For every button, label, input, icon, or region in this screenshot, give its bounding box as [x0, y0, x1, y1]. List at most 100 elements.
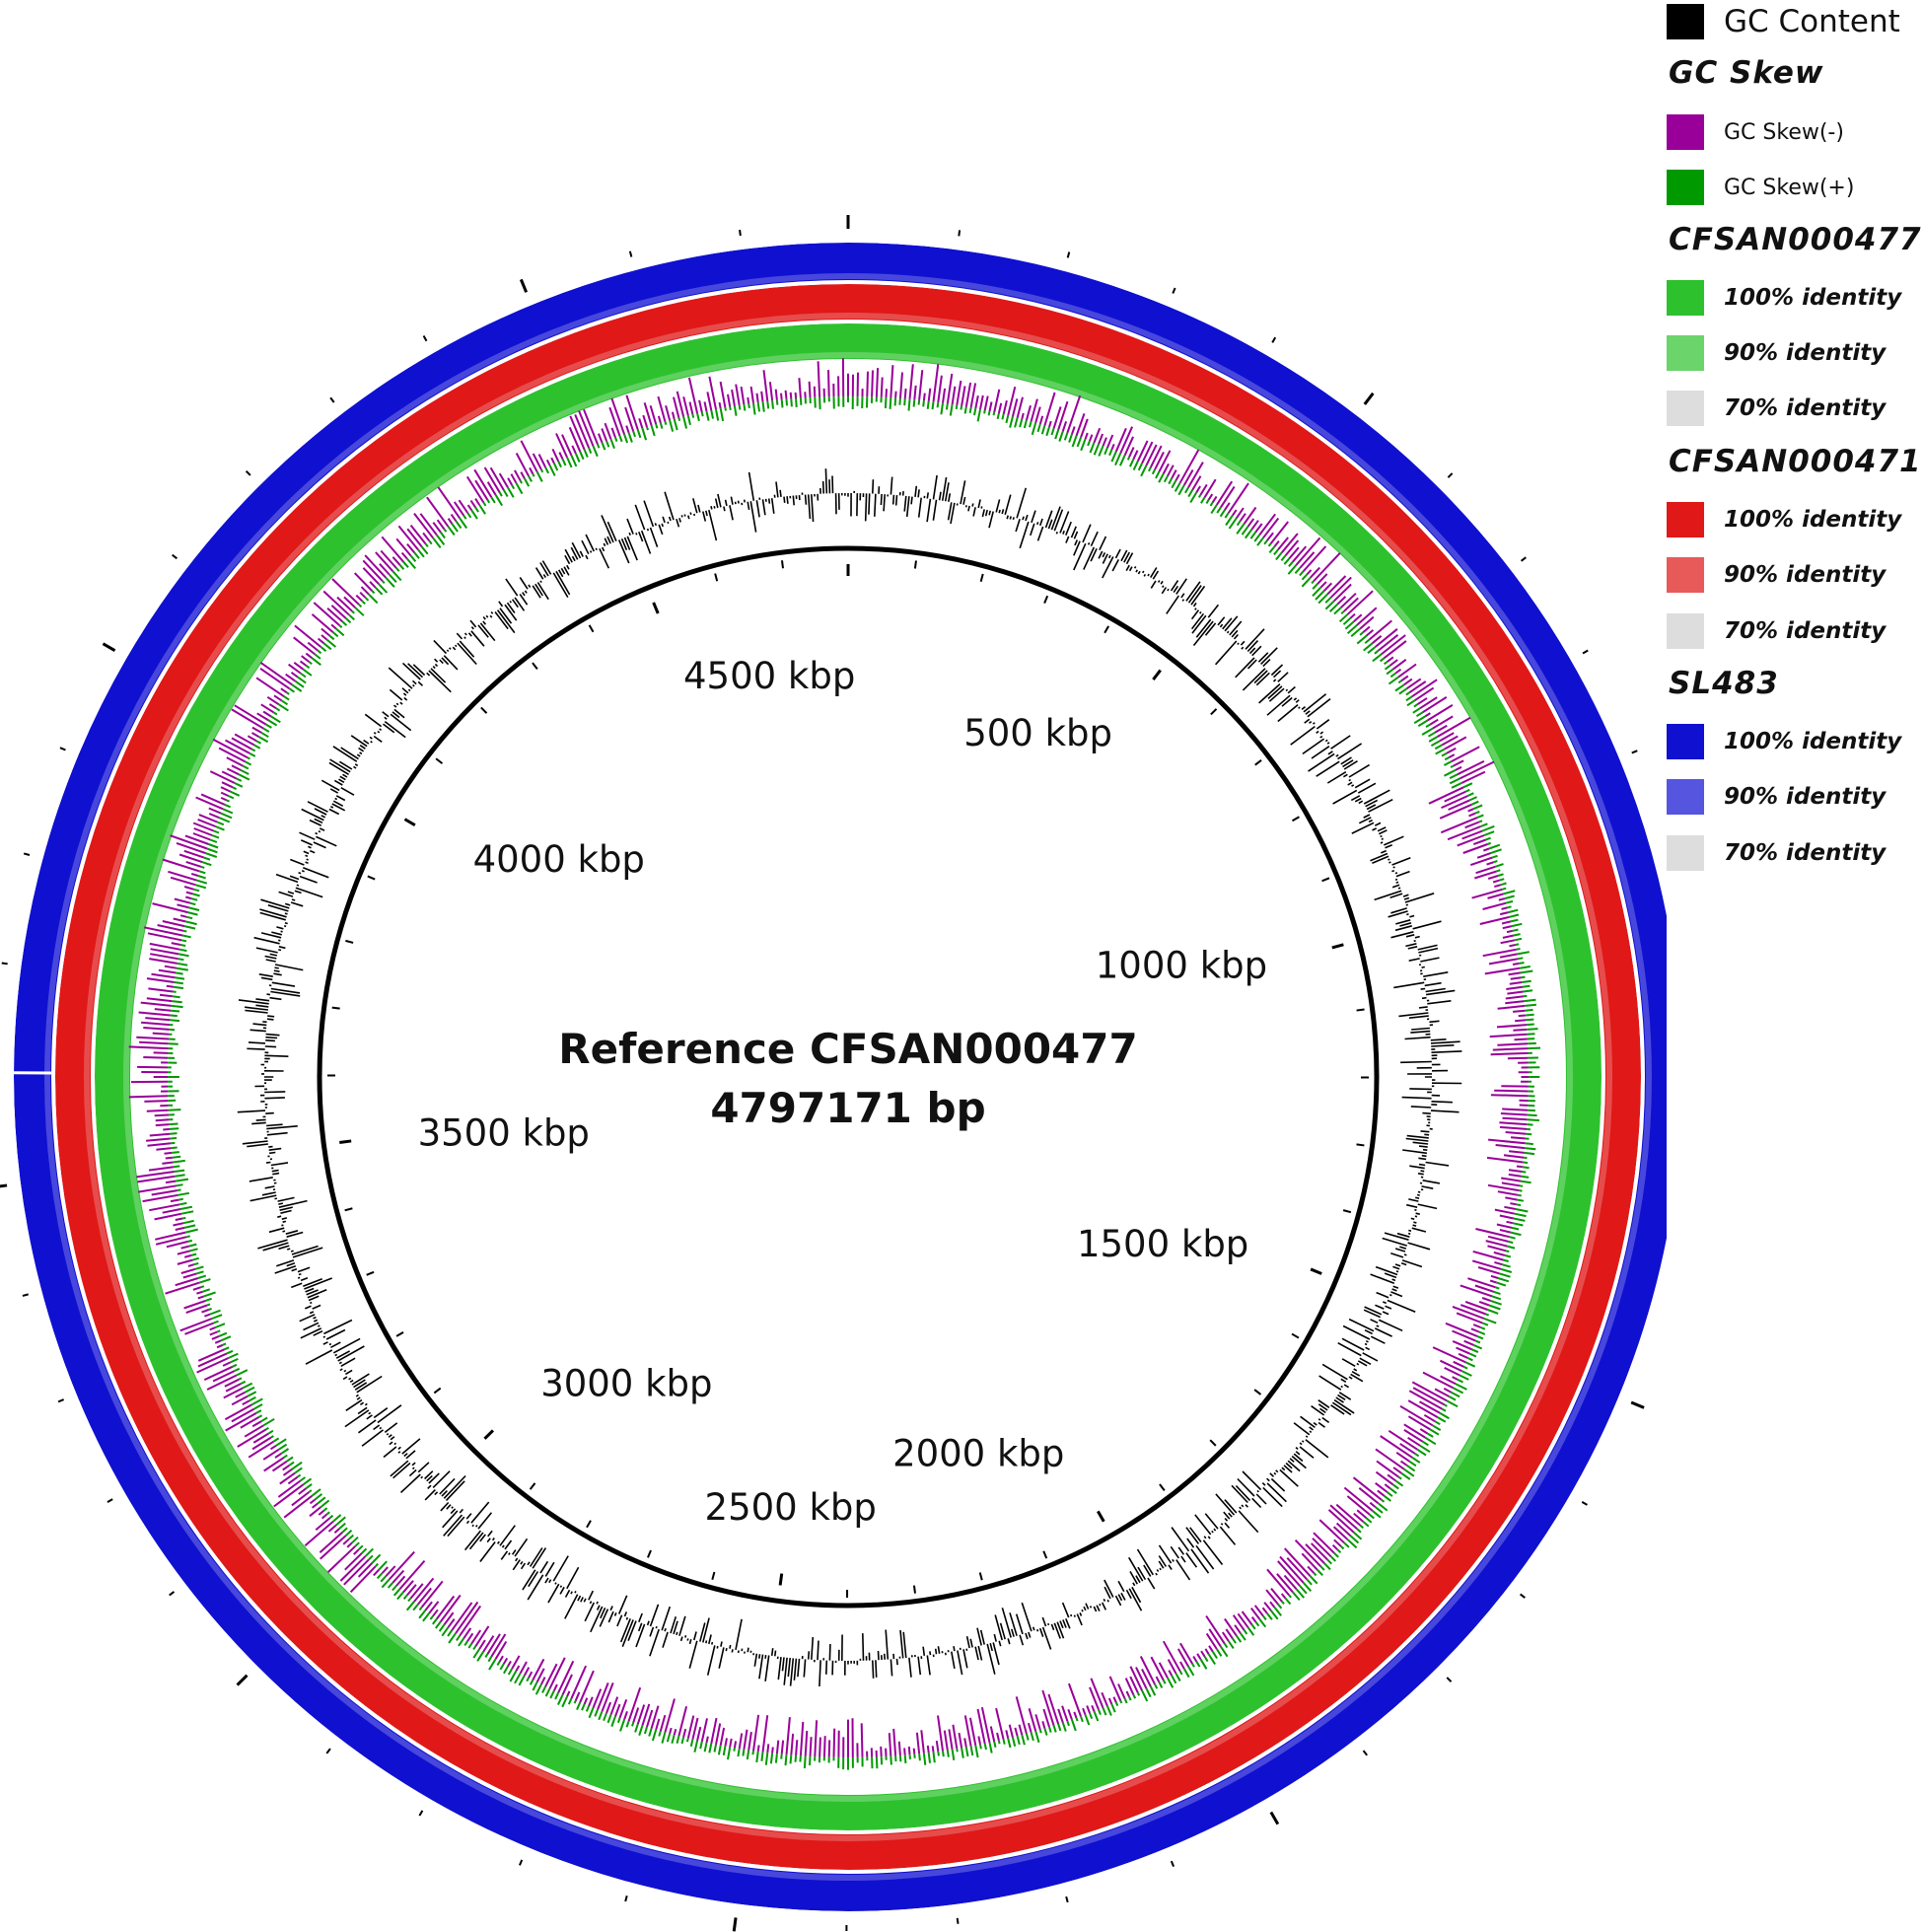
tick-label-4000kbp: 4000 kbp	[473, 838, 645, 881]
legend-label-gc-skew-neg: GC Skew(-)	[1724, 119, 1844, 145]
outer-tick	[1630, 1400, 1645, 1409]
outer-tick	[1631, 750, 1638, 754]
scale-ticks	[0, 215, 1645, 1932]
legend-label-cfsan000471-70: 70% identity	[1724, 618, 1887, 644]
outer-tick	[1519, 1593, 1526, 1599]
backbone-tick	[1291, 816, 1300, 823]
outer-tick	[57, 1398, 65, 1403]
backbone-tick	[339, 1139, 352, 1144]
legend-cfsan000477-100: 100% identity	[1667, 278, 1901, 318]
legend-cfsan000471-70: 70% identity	[1667, 611, 1886, 651]
legend-label-cfsan000477-70: 70% identity	[1724, 395, 1887, 421]
legend-label-cfsan000477-90: 90% identity	[1724, 340, 1887, 366]
reference-title: Reference CFSAN000477	[558, 1025, 1137, 1073]
legend-label-gc-content: GC Content	[1724, 4, 1900, 39]
backbone-tick	[1253, 1389, 1262, 1395]
backbone-tick	[532, 662, 538, 671]
ring-separator	[12, 241, 1667, 1913]
backbone-tick	[366, 1270, 375, 1276]
gc-skew-track	[128, 358, 1541, 1770]
tick-label-2500kbp: 2500 kbp	[705, 1486, 877, 1529]
backbone-tick	[1043, 595, 1049, 605]
legend-sl483-100: 100% identity	[1667, 722, 1901, 761]
outer-tick	[1520, 556, 1527, 562]
outer-tick	[22, 1293, 29, 1297]
legend-cfsan000477-90: 90% identity	[1667, 333, 1886, 373]
backbone-tick	[586, 1520, 592, 1529]
legend-cfsan000477-70: 70% identity	[1667, 389, 1886, 428]
outer-tick	[59, 747, 66, 751]
outer-tick	[1, 962, 8, 966]
genome-size-label: 4797171 bp	[710, 1084, 985, 1132]
tick-label-3500kbp: 3500 kbp	[418, 1111, 590, 1154]
backbone-tick	[652, 602, 660, 614]
legend-label-sl483-70: 70% identity	[1724, 840, 1887, 866]
backbone-tick	[529, 1482, 536, 1490]
backbone-tick	[480, 706, 488, 714]
legend-swatch-cfsan000471-100	[1667, 502, 1704, 537]
backbone-tick	[395, 1331, 404, 1337]
outer-tick	[958, 230, 962, 237]
backbone-tick	[1042, 1550, 1048, 1559]
backbone-tick	[588, 624, 595, 633]
backbone-tick	[714, 573, 719, 582]
outer-tick	[0, 1183, 8, 1188]
backbone-tick	[978, 1572, 983, 1581]
tick-label-1500kbp: 1500 kbp	[1077, 1223, 1248, 1265]
backbone-tick	[367, 875, 376, 881]
outer-tick	[1581, 1501, 1588, 1506]
backbone-tick	[913, 560, 917, 569]
outer-tick	[23, 852, 31, 856]
legend-swatch-gc-skew-neg	[1667, 114, 1704, 150]
legend-swatch-sl483-100	[1667, 724, 1704, 759]
identity-rings	[12, 241, 1667, 1913]
legend-gc-content: GC Content	[1667, 2, 1900, 41]
backbone-tick	[1356, 1143, 1365, 1147]
outer-tick	[1066, 251, 1071, 258]
backbone-tick	[1356, 1008, 1365, 1012]
backbone-tick	[778, 1573, 784, 1586]
outer-tick	[422, 335, 428, 342]
outer-tick	[1447, 472, 1454, 478]
backbone-tick	[1210, 708, 1218, 716]
backbone-tick	[1209, 1439, 1217, 1447]
scale-tick-labels: 4500 kbp 500 kbp 4000 kbp 1000 kbp 3500 kbp 1…	[418, 655, 1267, 1529]
outer-tick	[172, 553, 178, 560]
legend-label-sl483-90: 90% identity	[1724, 784, 1887, 810]
outer-tick	[1271, 336, 1277, 343]
legend-heading-sl483: SL483	[1669, 666, 1779, 701]
outer-tick	[236, 1674, 249, 1686]
backbone-tick	[483, 1429, 495, 1440]
tick-label-3000kbp: 3000 kbp	[540, 1362, 712, 1404]
circular-genome-map: 4500 kbp 500 kbp 4000 kbp 1000 kbp 3500 kbp 1…	[0, 215, 1667, 1932]
outer-tick	[956, 1917, 960, 1924]
gc-content-track	[237, 468, 1462, 1687]
outer-tick	[169, 1591, 176, 1597]
outer-tick	[1362, 1750, 1368, 1756]
gc-content-line	[237, 468, 1462, 1687]
legend-label-cfsan000471-100: 100% identity	[1724, 507, 1902, 533]
backbone-tick	[344, 1207, 353, 1212]
backbone-tick	[331, 1006, 340, 1010]
legend-gc-skew-neg: GC Skew(-)	[1667, 112, 1844, 152]
backbone-tick	[1097, 1510, 1105, 1523]
legend-heading-cfsan000471: CFSAN000471	[1669, 444, 1922, 479]
legend-label-sl483-100: 100% identity	[1724, 729, 1902, 754]
legend-sl483-70: 70% identity	[1667, 833, 1886, 873]
outer-tick	[739, 229, 742, 237]
outer-tick	[1065, 1896, 1069, 1903]
backbone-tick	[1254, 759, 1262, 766]
outer-tick	[102, 642, 116, 652]
ring-separator	[93, 322, 1603, 1832]
outer-tick	[1172, 287, 1176, 294]
legend-sl483-90: 90% identity	[1667, 777, 1886, 817]
backbone-tick	[403, 818, 416, 826]
legend-swatch-gc-content	[1667, 4, 1704, 39]
backbone-tick	[1342, 1209, 1352, 1214]
outer-tick	[1269, 1811, 1280, 1825]
ring-cfsan000471	[55, 284, 1641, 1870]
backbone-tick	[435, 757, 444, 764]
backbone-tick	[711, 1571, 716, 1580]
tick-label-2000kbp: 2000 kbp	[892, 1432, 1064, 1474]
backbone-tick	[1104, 625, 1110, 634]
